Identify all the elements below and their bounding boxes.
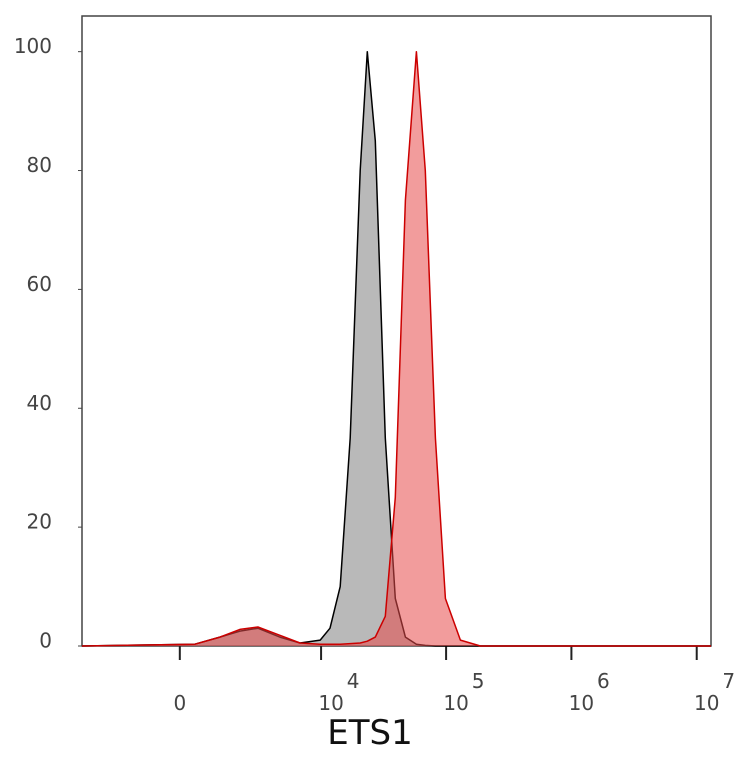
x-tick-exponent: 7: [722, 669, 734, 693]
y-tick-label: 40: [27, 391, 52, 415]
y-tick-label: 100: [14, 34, 52, 58]
x-tick-label: 10: [318, 691, 343, 715]
y-tick-label: 20: [27, 510, 52, 534]
x-tick-exponent: 6: [597, 669, 610, 693]
x-tick-label: 0: [173, 691, 186, 715]
area-fill: [82, 51, 711, 646]
x-axis-label: ETS1: [327, 713, 412, 753]
y-tick-label: 80: [27, 153, 52, 177]
x-tick-exponent: 5: [472, 669, 485, 693]
x-tick-exponent: 4: [347, 669, 360, 693]
x-tick-label: 10: [569, 691, 594, 715]
y-tick-label: 0: [39, 629, 52, 653]
area-line: [81, 50, 711, 647]
x-tick-label: 10: [443, 691, 468, 715]
y-tick-label: 60: [27, 272, 52, 296]
x-tick-label: 10: [694, 691, 719, 715]
